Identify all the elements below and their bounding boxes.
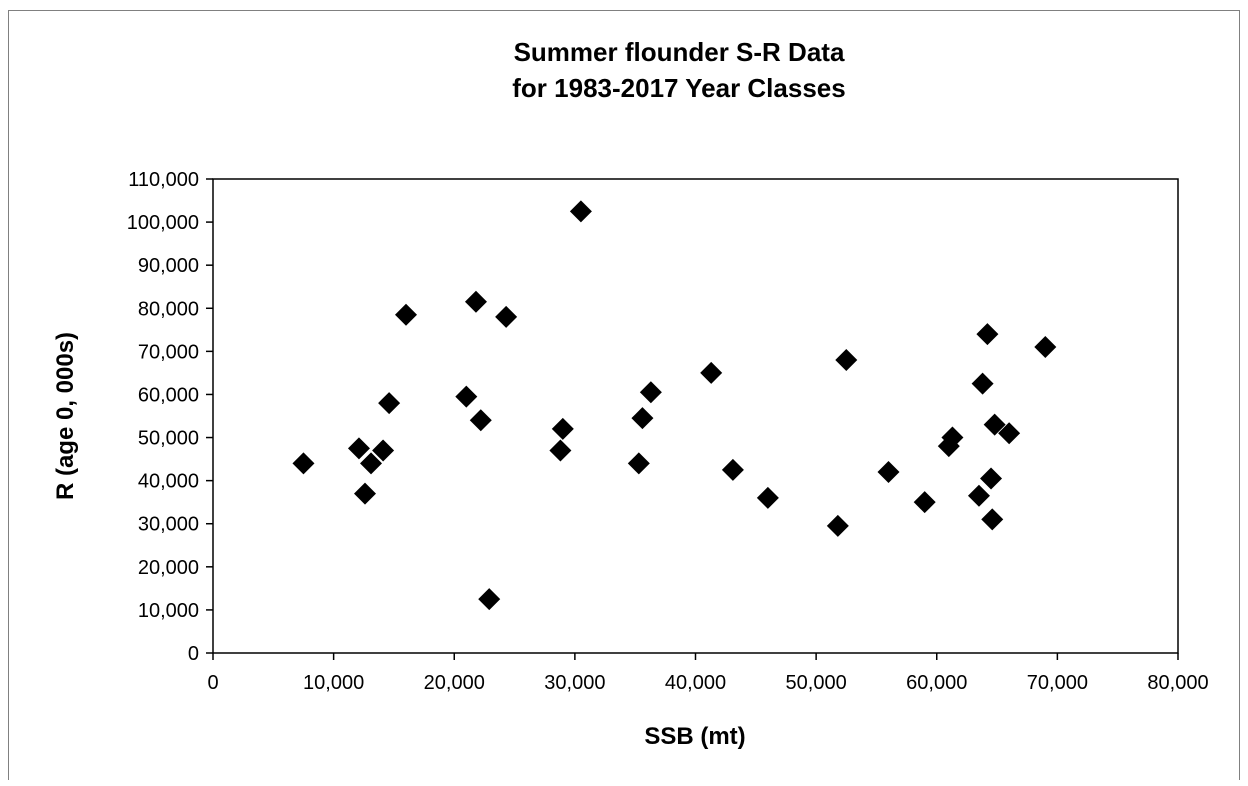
y-tick-label: 110,000	[128, 169, 199, 191]
data-point	[395, 303, 417, 326]
data-point	[478, 588, 501, 611]
data-point	[631, 407, 654, 430]
y-tick-label: 50,000	[138, 428, 199, 450]
data-point	[1034, 336, 1057, 359]
y-tick-label: 90,000	[138, 255, 199, 277]
data-point	[292, 452, 315, 475]
x-tick-label: 0	[207, 672, 218, 694]
data-point	[756, 486, 779, 509]
data-point	[549, 439, 572, 462]
y-tick-label: 30,000	[138, 514, 199, 536]
x-tick-label: 20,000	[424, 672, 485, 694]
data-point	[353, 482, 376, 505]
data-point	[941, 426, 964, 449]
y-tick-label: 10,000	[138, 600, 199, 622]
y-tick-label: 100,000	[127, 212, 199, 234]
x-tick-label: 60,000	[906, 672, 967, 694]
data-point	[980, 467, 1003, 490]
x-tick-label: 50,000	[786, 672, 847, 694]
data-point	[469, 409, 492, 432]
data-point	[455, 385, 478, 408]
x-tick-label: 30,000	[544, 672, 605, 694]
data-point	[983, 413, 1006, 436]
data-point	[495, 305, 518, 328]
y-tick-label: 70,000	[138, 341, 199, 363]
data-point	[981, 508, 1004, 531]
x-tick-label: 80,000	[1147, 672, 1208, 694]
y-tick-label: 80,000	[138, 298, 199, 320]
plot-area	[212, 178, 1179, 654]
y-tick-label: 40,000	[138, 471, 199, 493]
data-point	[551, 417, 574, 440]
data-point	[877, 461, 900, 484]
data-point	[569, 200, 592, 223]
data-point	[360, 452, 383, 475]
data-point	[700, 361, 723, 384]
y-tick-label: 0	[188, 643, 199, 665]
y-axis: 0 10,000 20,000 30,000 40,000 50,000 60,000 70,…	[127, 169, 213, 665]
data-point	[835, 348, 858, 371]
y-tick-label: 20,000	[138, 557, 199, 579]
data-point	[826, 514, 849, 537]
data-point	[378, 392, 401, 415]
chart-title-line-2: for 1983-2017 Year Classes	[512, 73, 845, 103]
data-point	[347, 437, 370, 460]
data-point	[998, 422, 1021, 445]
scatter-chart: Summer flounder S-R Data for 1983-2017 Y…	[52, 37, 1209, 750]
x-tick-label: 10,000	[303, 672, 364, 694]
data-point	[639, 381, 662, 404]
data-points	[292, 200, 1057, 611]
data-point	[913, 491, 936, 514]
chart-title-line-1: Summer flounder S-R Data	[514, 37, 845, 67]
data-point	[464, 290, 487, 313]
x-axis: 0 10,000 20,000 30,000 40,000 50,000 60,000 70,…	[207, 653, 1209, 694]
data-point	[372, 439, 395, 462]
y-tick-label: 60,000	[138, 384, 199, 406]
data-point	[971, 372, 994, 395]
x-tick-label: 70,000	[1027, 672, 1088, 694]
data-point	[967, 484, 990, 507]
data-point	[976, 323, 999, 346]
x-tick-label: 40,000	[665, 672, 726, 694]
data-point	[721, 458, 744, 481]
data-point	[627, 452, 650, 475]
x-axis-label: SSB (mt)	[644, 723, 745, 750]
chart-frame: Summer flounder S-R Data for 1983-2017 Y…	[8, 10, 1240, 780]
y-axis-label: R (age 0, 000s)	[52, 332, 79, 500]
